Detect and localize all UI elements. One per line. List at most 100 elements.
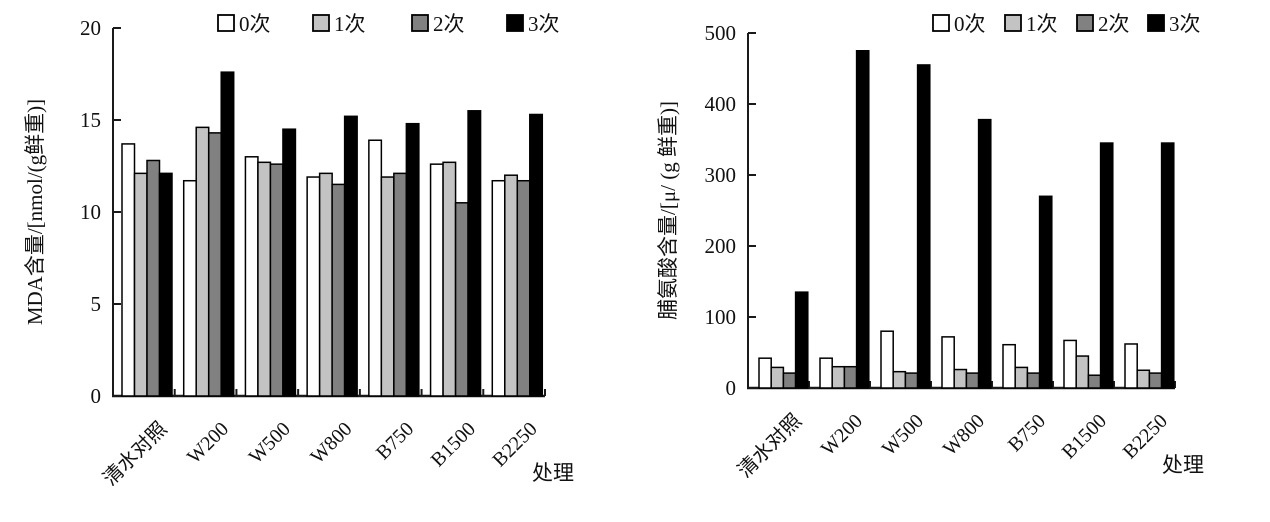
legend-swatch	[1004, 14, 1022, 32]
x-axis-label: 处理	[1162, 453, 1204, 477]
bar-W800-1次	[318, 172, 333, 397]
legend-swatch	[506, 14, 524, 32]
x-category-label: W500	[878, 410, 928, 460]
x-category-label: W200	[183, 418, 233, 468]
y-tick-label: 400	[705, 92, 737, 116]
bar-W200-3次	[220, 71, 235, 397]
bar-清水对照-1次	[770, 366, 785, 389]
y-tick-label: 300	[705, 163, 737, 187]
legend-swatch	[312, 14, 330, 32]
bar-W200-2次	[207, 132, 222, 397]
bar-B750-0次	[368, 139, 383, 397]
bar-W200-3次	[855, 50, 870, 389]
bar-W200-0次	[182, 179, 197, 397]
x-category-label: B1500	[427, 418, 480, 471]
y-tick-label: 15	[80, 108, 101, 132]
bar-B750-0次	[1002, 343, 1016, 389]
bar-B2250-2次	[1148, 372, 1163, 389]
bar-B750-2次	[1026, 372, 1041, 389]
bar-B2250-3次	[1160, 142, 1175, 389]
bar-B750-3次	[1038, 195, 1053, 389]
bar-B1500-0次	[1063, 339, 1077, 389]
bar-清水对照-3次	[794, 291, 809, 389]
bar-W200-1次	[195, 126, 210, 397]
legend-swatch	[217, 14, 235, 32]
bar-B1500-3次	[1099, 142, 1114, 389]
bar-B2250-1次	[1136, 369, 1151, 389]
bar-B2250-1次	[504, 174, 519, 397]
bar-B2250-0次	[491, 179, 506, 397]
bar-B750-1次	[1014, 366, 1029, 389]
legend-label: 3次	[1169, 12, 1201, 36]
y-tick-label: 20	[80, 16, 101, 40]
x-category-label: W800	[939, 410, 989, 460]
legend-swatch	[932, 14, 950, 32]
proline-content-chart: 0 100 200 300 400 500 清水对照 W200 W500 W800 B750 B150…	[640, 0, 1270, 522]
bar-B1500-0次	[429, 163, 444, 397]
legend-label: 2次	[1098, 12, 1130, 36]
x-category-label: B750	[1004, 410, 1050, 456]
bar-W500-1次	[257, 161, 272, 397]
proline-bar-chart-svg: 0 100 200 300 400 500 清水对照 W200 W500 W800 B750 B150…	[656, 12, 1204, 482]
legend-swatch	[411, 14, 429, 32]
y-tick-label: 0	[726, 376, 737, 400]
x-category-label: W200	[817, 410, 867, 460]
bar-W200-1次	[831, 365, 846, 389]
bar-W800-1次	[953, 368, 968, 389]
mda-content-chart: 0 5 10 15 20 清水对照 W200 W500 W800 B750 B1500 B2250 MD…	[23, 12, 574, 490]
legend-label: 1次	[334, 12, 366, 36]
x-category-label: W800	[306, 418, 356, 468]
bar-W200-2次	[843, 365, 858, 389]
legend-label: 3次	[528, 12, 560, 36]
bar-B2250-2次	[516, 179, 531, 397]
bar-W800-2次	[965, 372, 980, 389]
bar-清水对照-0次	[758, 357, 772, 389]
x-category-label: B1500	[1058, 410, 1111, 463]
legend-label: 1次	[1026, 12, 1058, 36]
x-category-label: B750	[372, 418, 418, 464]
y-tick-label: 500	[705, 21, 737, 45]
bar-B1500-2次	[1087, 374, 1102, 389]
bar-B750-2次	[393, 172, 408, 397]
bar-W500-1次	[892, 370, 907, 389]
bar-W500-0次	[244, 156, 259, 397]
y-tick-label: 100	[705, 305, 737, 329]
bar-W800-0次	[941, 336, 955, 389]
bar-W800-3次	[343, 115, 358, 397]
bar-B1500-1次	[442, 161, 457, 397]
legend-swatch	[1147, 14, 1165, 32]
bar-B750-3次	[405, 122, 420, 397]
x-category-label: 清水对照	[99, 417, 172, 490]
bar-B1500-1次	[1075, 355, 1090, 389]
bar-W800-2次	[331, 183, 346, 397]
bar-W800-3次	[977, 118, 992, 389]
y-tick-label: 0	[91, 384, 102, 408]
y-tick-label: 5	[91, 292, 102, 316]
bar-B1500-3次	[467, 110, 482, 397]
x-category-label: 清水对照	[733, 409, 806, 482]
bar-清水对照-1次	[133, 172, 148, 397]
bar-清水对照-3次	[158, 172, 173, 397]
bar-B2250-0次	[1124, 343, 1138, 389]
y-axis-label: MDA含量/[nmol/(g鲜重)]	[23, 99, 47, 325]
legend-label: 0次	[954, 12, 986, 36]
bar-W800-0次	[306, 176, 321, 397]
bar-W500-0次	[880, 330, 894, 389]
bar-B1500-2次	[454, 202, 469, 397]
bar-清水对照-2次	[146, 159, 161, 397]
bar-B750-1次	[380, 176, 395, 397]
legend-swatch	[1076, 14, 1094, 32]
y-tick-label: 10	[80, 200, 101, 224]
bar-W200-0次	[819, 357, 833, 389]
bar-W500-3次	[916, 64, 931, 389]
y-tick-label: 200	[705, 234, 737, 258]
bar-清水对照-0次	[121, 143, 136, 397]
bar-B2250-3次	[529, 113, 544, 397]
y-axis-label: 脯氨酸含量/[μ/ (g 鲜重)]	[656, 101, 680, 320]
bar-清水对照-2次	[782, 372, 797, 389]
bar-W500-2次	[904, 372, 919, 389]
legend-label: 0次	[239, 12, 271, 36]
bar-W500-3次	[282, 128, 297, 397]
